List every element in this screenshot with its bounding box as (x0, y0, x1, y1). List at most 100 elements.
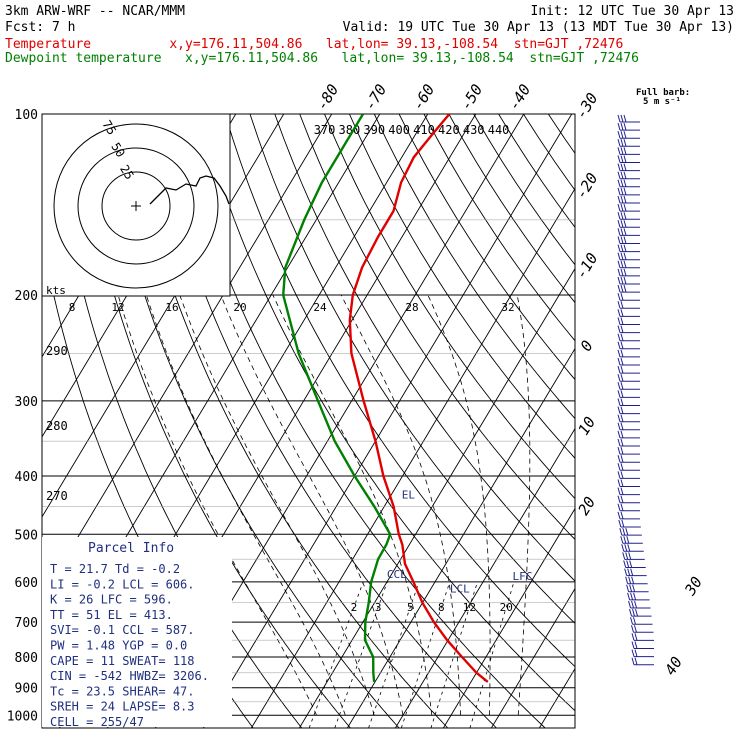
init-time: Init: 12 UTC Tue 30 Apr 13 (531, 4, 735, 19)
wind-barb-flag (620, 341, 624, 349)
wind-barb-flag (627, 568, 631, 576)
wind-barb-flag (623, 284, 627, 293)
hodograph-trace (149, 175, 230, 205)
wind-barb-flag (632, 584, 636, 592)
dry-adiabat (274, 114, 575, 582)
theta-label: 420 (438, 123, 460, 137)
wind-barb-flag (620, 147, 624, 155)
wind-barb-flag (634, 633, 638, 641)
isotherm-line (346, 347, 575, 728)
temperature-legend: Temperature x,y=176.11,504.86 lat,lon= 3… (5, 37, 623, 52)
parcel-info-title: Parcel Info (88, 541, 174, 556)
wind-barb-flag (620, 187, 624, 196)
wind-barb-flag (617, 471, 621, 479)
wind-barb-flag (620, 139, 624, 147)
wind-barb-flag (634, 641, 638, 649)
isotherm-labels: -80 -70 -60 -50 -40 -30 -20 -10 0 10 20 30 40 (313, 81, 706, 678)
wind-barb-flag (618, 519, 622, 528)
wind-barb-flag (629, 560, 633, 568)
wind-barb-flag (623, 252, 627, 260)
speed-scale-label: 32 (501, 301, 514, 314)
wind-barb-flag (617, 187, 621, 196)
wind-barb-flag (617, 131, 621, 139)
barb-note-line2: 5 m s⁻¹ (643, 97, 681, 107)
level-marker-ccl: CCL (387, 568, 407, 581)
wind-barb-flag (620, 114, 624, 123)
wind-barb-flag (620, 252, 624, 260)
hodograph-ring (101, 171, 171, 241)
isotherm-line (202, 114, 573, 728)
wind-barb-flag (623, 276, 627, 285)
dry-adiabat (75, 114, 351, 728)
wind-barb-flag (625, 576, 629, 584)
wind-barb-flag (620, 357, 624, 366)
wind-barb-flag (629, 608, 633, 617)
hodograph-units: kts (46, 284, 66, 297)
wind-barb-flag (625, 527, 629, 536)
wind-barb-flag (617, 430, 621, 439)
wind-barb-flag (617, 284, 621, 293)
isotherm-label: -50 (457, 81, 487, 114)
wind-barb-flag (617, 487, 621, 495)
wind-barb-flag (617, 147, 621, 155)
wind-barb-flag (620, 471, 624, 479)
wind-barb-flag (617, 479, 621, 487)
mixing-ratio-label: 2 (351, 601, 358, 614)
wind-barb-flag (617, 374, 621, 382)
wind-barb-flag (623, 536, 627, 544)
wind-barb-flag (617, 422, 621, 430)
wind-barb-flag (620, 446, 624, 455)
wind-barb-flag (617, 203, 621, 212)
wind-barb-flag (623, 147, 627, 155)
level-marker-lfc: LFC (513, 570, 533, 583)
wind-barb-flag (620, 293, 624, 301)
wind-barb-flag (623, 187, 627, 196)
mixing-ratio-label: 3 (375, 601, 382, 614)
dry-adiabat (373, 114, 575, 420)
mixing-ratio-line (368, 581, 420, 728)
wind-barb-flag (617, 252, 621, 260)
wind-barb-flag (620, 438, 624, 447)
dry-adiabat (523, 114, 575, 191)
moist-adiabat (427, 294, 491, 716)
wind-barb-flag (626, 560, 630, 568)
wind-barb-flag (620, 511, 624, 520)
mixing-ratio-label: 5 (407, 601, 414, 614)
theta-label: 400 (388, 123, 410, 137)
wind-barb-flag (623, 560, 627, 568)
parcel-info-row: CAPE = 11 SWEAT= 118 (50, 654, 195, 668)
wind-barb-flag (620, 301, 624, 309)
dry-adiabat (324, 114, 575, 500)
level-markers: CCL LCL LFC EL (387, 488, 532, 595)
mixing-ratio-line (400, 581, 451, 728)
mixing-ratio-labels: 2 3 5 8 12 20 (351, 601, 513, 614)
wind-barb-flag (620, 422, 624, 430)
wind-barb-flag (617, 357, 621, 366)
parcel-info-row: TT = 51 EL = 413. (50, 608, 173, 622)
wind-barb-flag (617, 122, 621, 131)
wind-barb-flag (617, 220, 621, 228)
mixing-ratio-line (430, 581, 478, 728)
isotherm-label: 40 (661, 654, 686, 679)
wind-barb-flag (631, 649, 635, 657)
wind-barb-flag (617, 455, 621, 463)
wind-barb-flag (624, 568, 628, 576)
dry-adiabat (199, 114, 575, 712)
theta-side-label: 290 (46, 344, 68, 358)
mixing-ratio-label: 12 (463, 601, 476, 614)
wind-barb-flag (617, 390, 621, 398)
barb-note-line1: Full barb: (636, 88, 690, 98)
pressure-tick-label: 1000 (7, 709, 38, 724)
pressure-tick-label: 300 (15, 395, 38, 410)
wind-barb-flag (620, 325, 624, 333)
wind-barb-flag (620, 195, 624, 204)
parcel-info-row: SREH = 24 LAPSE= 8.3 (50, 700, 195, 714)
wind-barb-flag (620, 430, 624, 439)
wind-barb-flag (617, 333, 621, 341)
hodograph-speed-scale: 8 12 16 20 24 28 32 (69, 301, 515, 314)
wind-barb-flag (617, 301, 621, 309)
wind-barb-flag (630, 617, 633, 625)
wind-barb-flag (620, 398, 624, 406)
wind-barb-flag (633, 625, 637, 633)
